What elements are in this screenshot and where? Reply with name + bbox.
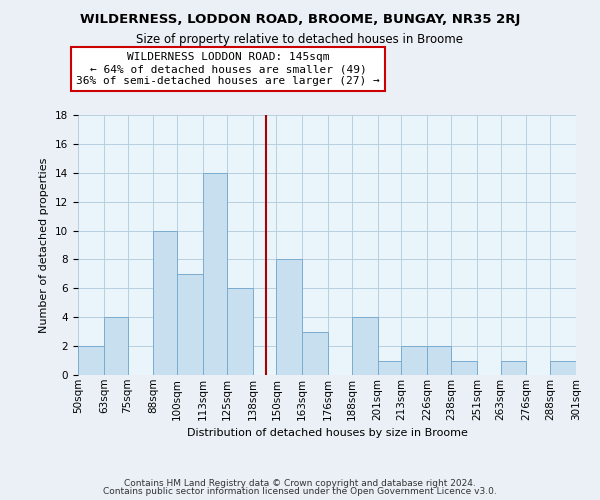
Text: Contains public sector information licensed under the Open Government Licence v3: Contains public sector information licen… <box>103 488 497 496</box>
Bar <box>203 173 227 375</box>
Bar <box>227 288 253 375</box>
Y-axis label: Number of detached properties: Number of detached properties <box>40 158 49 332</box>
Bar <box>550 360 576 375</box>
Bar <box>154 230 177 375</box>
Bar <box>427 346 451 375</box>
Text: WILDERNESS, LODDON ROAD, BROOME, BUNGAY, NR35 2RJ: WILDERNESS, LODDON ROAD, BROOME, BUNGAY,… <box>80 12 520 26</box>
Bar <box>352 317 377 375</box>
Bar <box>78 346 104 375</box>
Bar <box>104 317 128 375</box>
Bar <box>302 332 328 375</box>
Text: Size of property relative to detached houses in Broome: Size of property relative to detached ho… <box>137 32 464 46</box>
Text: WILDERNESS LODDON ROAD: 145sqm
← 64% of detached houses are smaller (49)
36% of : WILDERNESS LODDON ROAD: 145sqm ← 64% of … <box>76 52 380 86</box>
X-axis label: Distribution of detached houses by size in Broome: Distribution of detached houses by size … <box>187 428 467 438</box>
Bar <box>177 274 203 375</box>
Text: Contains HM Land Registry data © Crown copyright and database right 2024.: Contains HM Land Registry data © Crown c… <box>124 478 476 488</box>
Bar <box>401 346 427 375</box>
Bar <box>277 260 302 375</box>
Bar <box>377 360 401 375</box>
Bar <box>500 360 526 375</box>
Bar <box>451 360 477 375</box>
